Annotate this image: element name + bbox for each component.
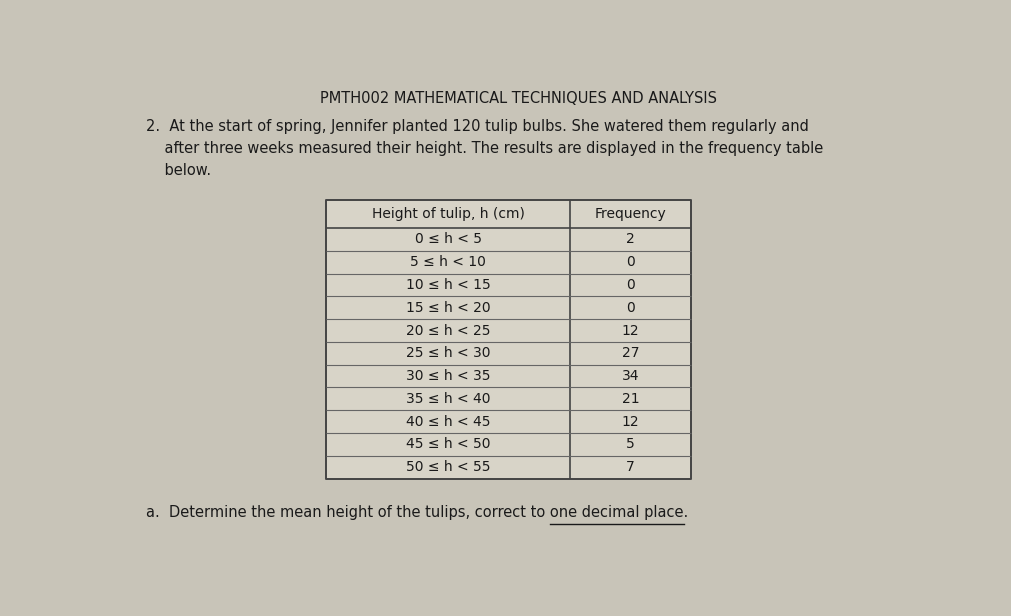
- Text: 40 ≤ h < 45: 40 ≤ h < 45: [405, 415, 489, 429]
- Text: 2.  At the start of spring, Jennifer planted 120 tulip bulbs. She watered them r: 2. At the start of spring, Jennifer plan…: [146, 119, 808, 134]
- Text: 21: 21: [621, 392, 639, 406]
- Text: 12: 12: [621, 323, 639, 338]
- Text: after three weeks measured their height. The results are displayed in the freque: after three weeks measured their height.…: [146, 141, 823, 156]
- Text: 25 ≤ h < 30: 25 ≤ h < 30: [405, 346, 489, 360]
- Text: below.: below.: [146, 163, 211, 178]
- Text: 20 ≤ h < 25: 20 ≤ h < 25: [405, 323, 489, 338]
- Text: 45 ≤ h < 50: 45 ≤ h < 50: [405, 437, 489, 452]
- Text: PMTH002 MATHEMATICAL TECHNIQUES AND ANALYSIS: PMTH002 MATHEMATICAL TECHNIQUES AND ANAL…: [319, 91, 717, 105]
- Text: Frequency: Frequency: [593, 207, 665, 221]
- Text: Height of tulip, h (cm): Height of tulip, h (cm): [371, 207, 524, 221]
- Text: 34: 34: [621, 369, 639, 383]
- Text: 15 ≤ h < 20: 15 ≤ h < 20: [405, 301, 490, 315]
- Text: 50 ≤ h < 55: 50 ≤ h < 55: [405, 460, 489, 474]
- Text: 30 ≤ h < 35: 30 ≤ h < 35: [405, 369, 489, 383]
- Text: 0 ≤ h < 5: 0 ≤ h < 5: [415, 232, 481, 246]
- Text: 35 ≤ h < 40: 35 ≤ h < 40: [405, 392, 489, 406]
- Text: 0: 0: [626, 255, 634, 269]
- Text: 0: 0: [626, 278, 634, 292]
- Text: 27: 27: [621, 346, 639, 360]
- Text: 5 ≤ h < 10: 5 ≤ h < 10: [409, 255, 485, 269]
- Text: 5: 5: [626, 437, 634, 452]
- Text: 12: 12: [621, 415, 639, 429]
- Text: 2: 2: [626, 232, 634, 246]
- Text: 0: 0: [626, 301, 634, 315]
- Text: 10 ≤ h < 15: 10 ≤ h < 15: [405, 278, 490, 292]
- Text: 7: 7: [626, 460, 634, 474]
- Text: a.  Determine the mean height of the tulips, correct to one decimal place.: a. Determine the mean height of the tuli…: [146, 505, 687, 520]
